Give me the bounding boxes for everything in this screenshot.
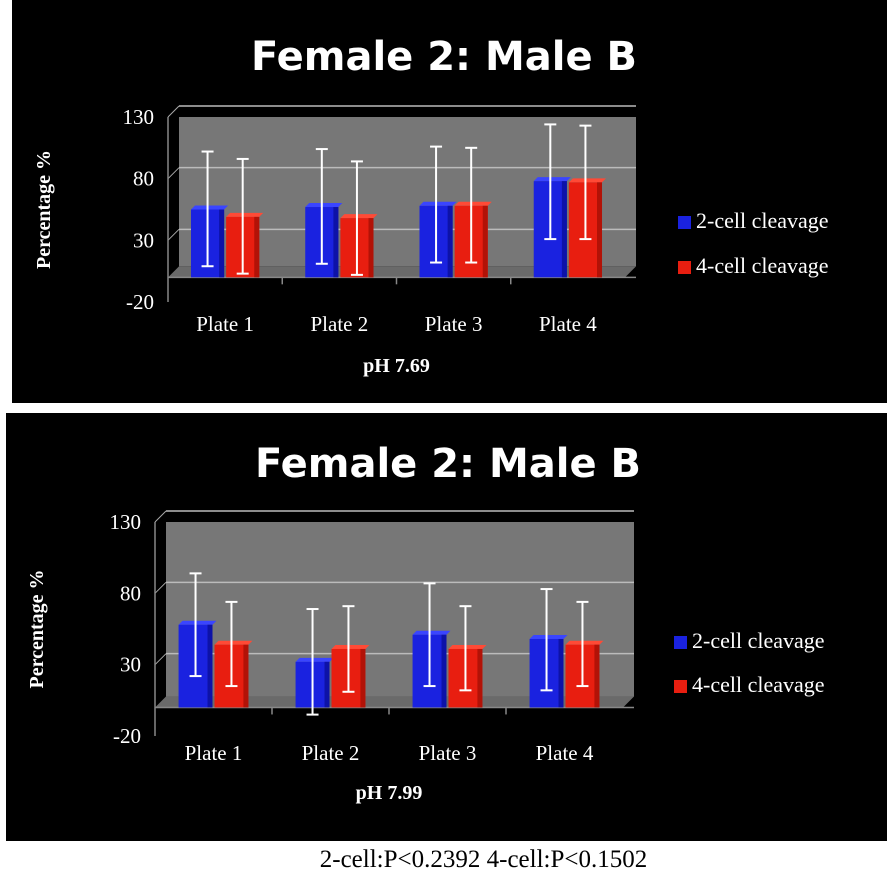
bar-side-shade (477, 648, 483, 708)
bar-side-shade (597, 182, 603, 278)
bar-side-shade (482, 205, 488, 278)
chart-panel-ph-7-69: 130 80 30 -20 Plate 1 Plate 2 Plate 3 Plate 4 Fe… (12, 0, 887, 403)
bar-top (331, 644, 370, 649)
bar-side-shade (368, 218, 374, 278)
y-tick-label: 80 (133, 167, 154, 191)
legend-swatch-2-cell (674, 636, 687, 649)
bar-top (454, 201, 492, 206)
x-axis-label: pH 7.99 (356, 782, 423, 804)
bar-top (190, 205, 229, 210)
bar-side-shade (360, 648, 366, 708)
bar-chart-ph-7-69: 130 80 30 -20 Plate 1 Plate 2 Plate 3 Plate 4 Fe… (33, 34, 829, 377)
y-tick-label: 130 (110, 510, 142, 534)
bar-top (295, 657, 334, 662)
bar-top (568, 178, 607, 183)
x-tick-label: Plate 2 (302, 741, 360, 765)
gridline-diagonal (167, 105, 180, 118)
bar-top (214, 640, 253, 645)
x-tick-label: Plate 2 (311, 312, 369, 336)
bar-side-shade (447, 205, 453, 278)
bar-top (178, 620, 217, 625)
y-axis-label: Percentage % (33, 150, 55, 269)
bar-top (305, 203, 343, 208)
legend-label-4-cell: 4-cell cleavage (692, 672, 825, 697)
x-axis-label: pH 7.69 (363, 355, 430, 377)
bar-side-shade (333, 207, 339, 278)
bar-side-shade (254, 216, 260, 278)
x-tick-label: Plate 4 (536, 741, 594, 765)
y-tick-label: 30 (133, 228, 154, 252)
bar-side-shade (441, 634, 447, 708)
x-tick-label: Plate 3 (425, 312, 483, 336)
gridline-diagonal (154, 653, 167, 666)
chart-title: Female 2: Male B (251, 34, 637, 80)
plot-floor (168, 266, 636, 278)
legend-swatch-2-cell (678, 216, 691, 229)
bar-side-shade (219, 209, 225, 278)
chart-panel-ph-7-99: 130 80 30 -20 Plate 1 Plate 2 Plate 3 Plate 4 Fe… (6, 413, 887, 841)
y-tick-label: -20 (113, 724, 141, 748)
gridline-diagonal (167, 167, 180, 180)
y-tick-label: 80 (120, 581, 141, 605)
legend-swatch-4-cell (678, 261, 691, 274)
gridline-diagonal (154, 581, 167, 594)
y-axis-label: Percentage % (26, 569, 48, 688)
bar-top (340, 214, 378, 219)
bar-top (529, 634, 568, 639)
y-tick-label: 130 (123, 105, 155, 129)
x-tick-label: Plate 3 (419, 741, 477, 765)
x-tick-label: Plate 1 (196, 312, 254, 336)
gridline-diagonal (167, 228, 180, 241)
chart-title: Female 2: Male B (255, 441, 641, 487)
bar-chart-ph-7-99: 130 80 30 -20 Plate 1 Plate 2 Plate 3 Plate 4 Fe… (26, 441, 825, 804)
gridline-diagonal (154, 510, 167, 523)
x-tick-label: Plate 1 (185, 741, 243, 765)
plot-below-zero (168, 277, 636, 302)
legend-label-4-cell: 4-cell cleavage (696, 253, 829, 278)
bar-side-shade (561, 181, 567, 278)
bar-top (565, 640, 604, 645)
plot-below-zero (155, 707, 634, 736)
y-tick-label: 30 (120, 653, 141, 677)
x-tick-label: Plate 4 (539, 312, 597, 336)
legend-swatch-4-cell (674, 680, 687, 693)
bar-side-shade (594, 644, 600, 708)
legend-label-2-cell: 2-cell cleavage (696, 208, 829, 233)
bar-top (226, 212, 264, 217)
bar-side-shade (558, 638, 564, 708)
bar-top (448, 644, 487, 649)
plot-floor (155, 696, 634, 708)
bar-side-shade (207, 624, 213, 708)
p-value-caption: 2-cell:P<0.2392 4-cell:P<0.1502 (319, 846, 648, 873)
y-tick-label: -20 (126, 290, 154, 314)
legend-label-2-cell: 2-cell cleavage (692, 628, 825, 653)
bar-top (419, 201, 457, 206)
bar-side-shade (324, 661, 330, 708)
bar-side-shade (243, 644, 249, 708)
bar-top (412, 630, 451, 635)
bar-top (533, 177, 571, 182)
